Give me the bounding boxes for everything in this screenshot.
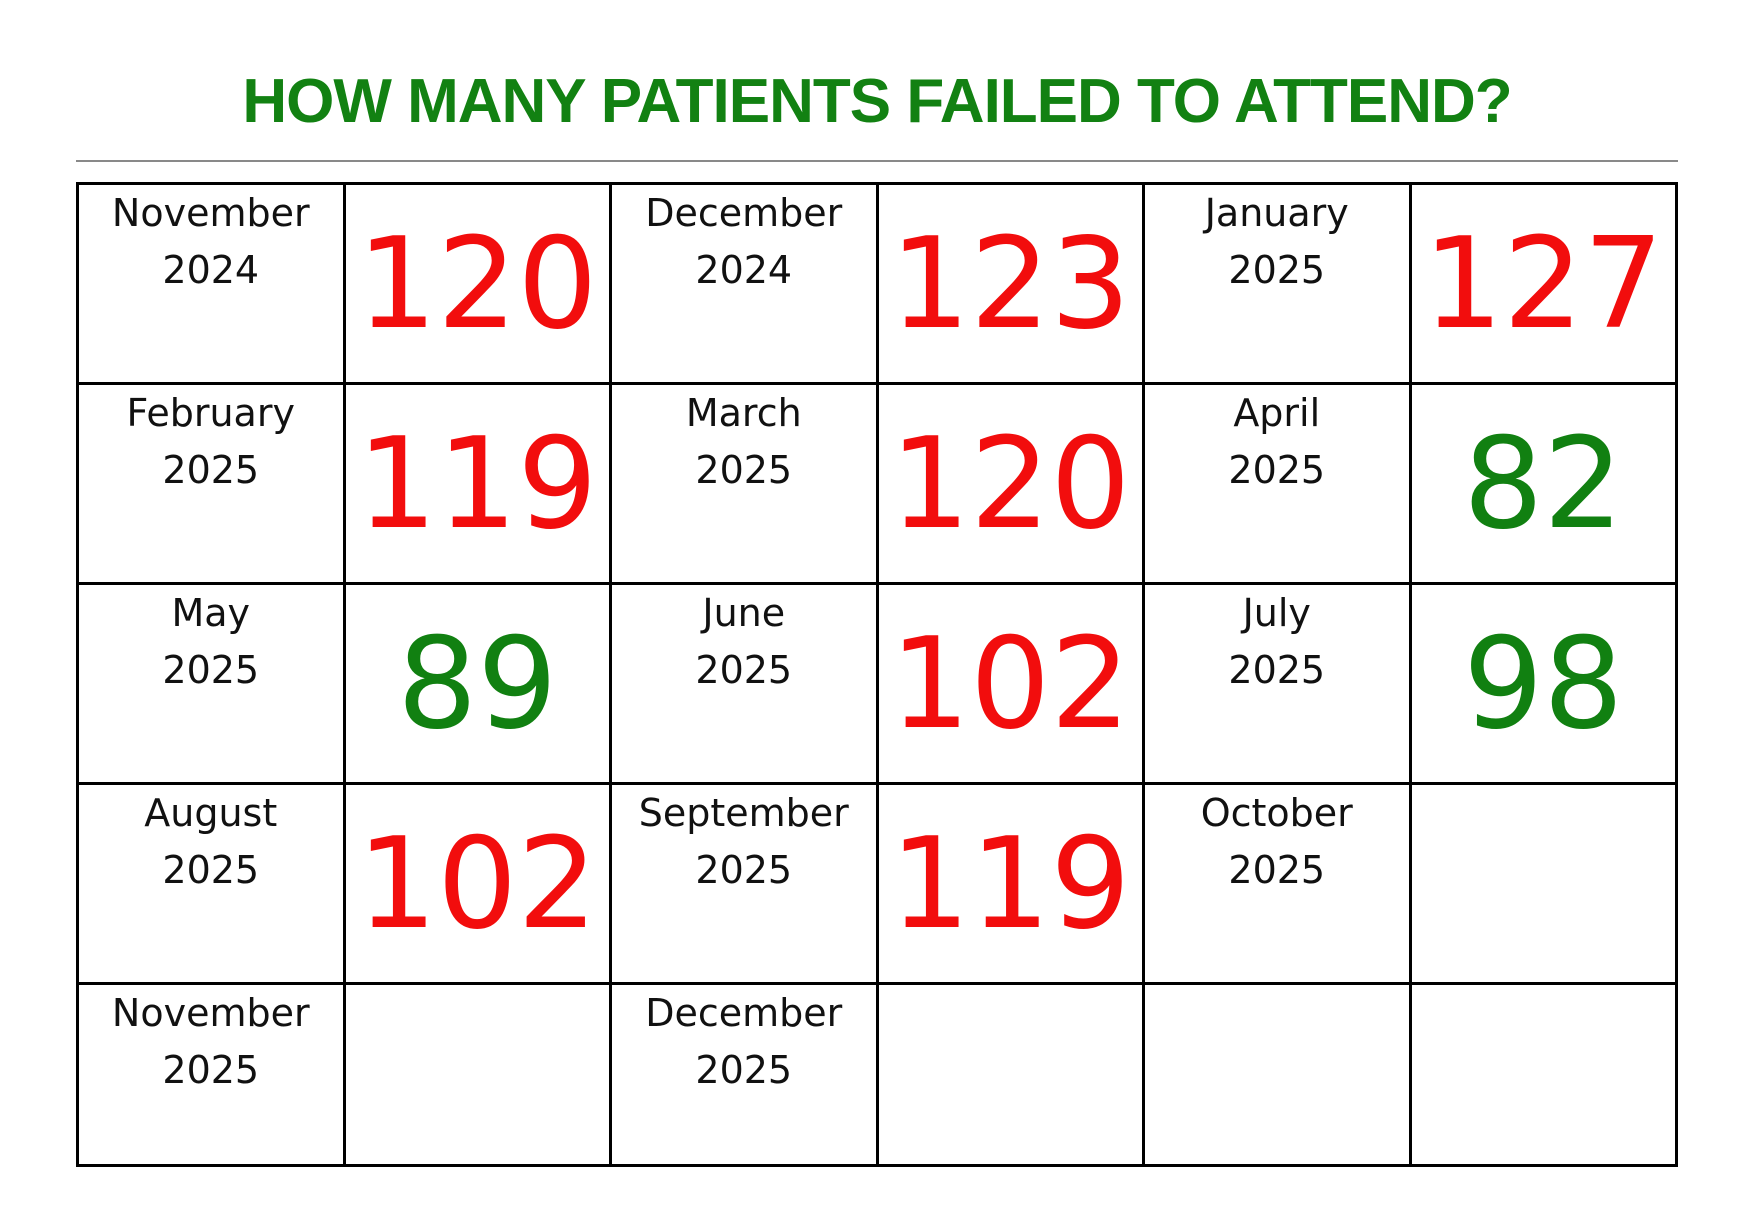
value-number: 82 [1463, 409, 1624, 557]
value-cell: 82 [1408, 382, 1678, 586]
value-cell: 123 [875, 181, 1145, 386]
month-name: November [111, 191, 310, 235]
month-name: January [1204, 191, 1349, 235]
month-year: 2025 [162, 1048, 260, 1093]
month-year: 2025 [1228, 848, 1326, 893]
month-name: April [1233, 391, 1321, 436]
month-year: 2025 [1228, 448, 1326, 493]
month-cell: May 2025 [76, 582, 346, 786]
month-cell: August 2025 [76, 782, 346, 986]
month-name: November [111, 991, 310, 1036]
month-name: May [171, 591, 251, 636]
value-cell [875, 982, 1145, 1167]
month-year: 2025 [695, 1048, 793, 1093]
month-cell: October 2025 [1142, 782, 1412, 986]
month-year: 2024 [162, 248, 260, 292]
table-top-rule [76, 160, 1678, 162]
month-year: 2025 [162, 448, 260, 493]
value-number: 119 [357, 409, 598, 557]
month-name: July [1242, 591, 1311, 636]
month-year: 2025 [1228, 648, 1326, 693]
month-cell: November 2024 [76, 181, 346, 386]
value-number: 119 [890, 809, 1131, 957]
value-number: 120 [357, 209, 598, 357]
value-number: 98 [1463, 609, 1624, 757]
value-number: 120 [890, 409, 1131, 557]
month-cell: April 2025 [1142, 382, 1412, 586]
month-name: October [1200, 791, 1353, 836]
table-row: November 2025 December 2025 [76, 982, 1678, 1167]
month-name: August [144, 791, 278, 836]
value-cell: 98 [1408, 582, 1678, 786]
value-number: 89 [397, 609, 558, 757]
value-number: 123 [890, 209, 1131, 357]
month-cell: September 2025 [609, 782, 879, 986]
month-cell: June 2025 [609, 582, 879, 786]
value-cell: 89 [342, 582, 612, 786]
month-cell: March 2025 [609, 382, 879, 586]
month-year: 2025 [695, 648, 793, 693]
value-cell: 120 [875, 382, 1145, 586]
value-cell: 120 [342, 181, 612, 386]
month-name: December [645, 991, 843, 1036]
value-cell [342, 982, 612, 1167]
table-row: August 2025 102 September 2025 119 Octob… [76, 782, 1678, 986]
value-number: 102 [357, 809, 598, 957]
month-year: 2025 [162, 848, 260, 893]
month-year: 2025 [1228, 248, 1326, 292]
value-cell: 119 [342, 382, 612, 586]
month-cell: December 2025 [609, 982, 879, 1167]
month-year: 2025 [162, 648, 260, 693]
attendance-table: November 2024 120 December 2024 123 Janu… [76, 181, 1678, 1167]
month-name: September [638, 791, 849, 836]
value-cell [1408, 782, 1678, 986]
value-cell: 119 [875, 782, 1145, 986]
month-cell [1142, 982, 1412, 1167]
month-name: December [645, 191, 843, 235]
table-row: February 2025 119 March 2025 120 April 2… [76, 382, 1678, 586]
value-cell: 102 [342, 782, 612, 986]
value-cell: 102 [875, 582, 1145, 786]
month-name: February [126, 391, 295, 436]
month-name: March [685, 391, 802, 436]
table-row: November 2024 120 December 2024 123 Janu… [76, 181, 1678, 386]
page-title: HOW MANY PATIENTS FAILED TO ATTEND? [242, 67, 1512, 136]
month-year: 2024 [695, 248, 793, 292]
month-cell: January 2025 [1142, 181, 1412, 386]
value-cell [1408, 982, 1678, 1167]
value-number: 102 [890, 609, 1131, 757]
value-cell: 127 [1408, 181, 1678, 386]
month-year: 2025 [695, 848, 793, 893]
month-name: June [702, 591, 786, 636]
month-cell: November 2025 [76, 982, 346, 1167]
month-cell: December 2024 [609, 181, 879, 386]
month-cell: February 2025 [76, 382, 346, 586]
month-year: 2025 [695, 448, 793, 493]
month-cell: July 2025 [1142, 582, 1412, 786]
value-number: 127 [1423, 209, 1664, 357]
table-row: May 2025 89 June 2025 102 July 2025 [76, 582, 1678, 786]
